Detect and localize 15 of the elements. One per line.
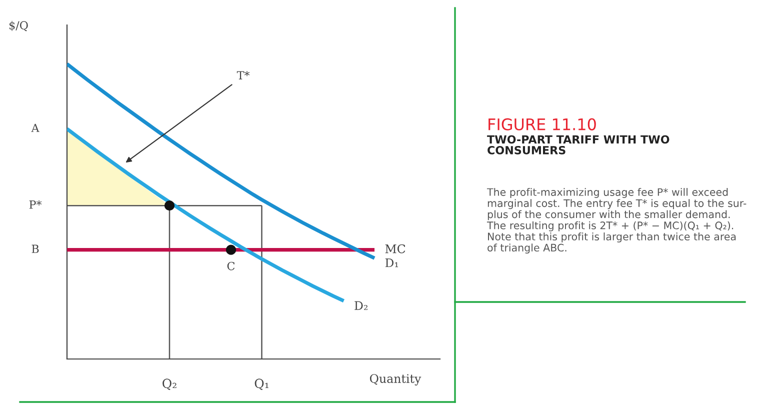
annotation: T* bbox=[236, 71, 250, 80]
series-label: D₁ bbox=[385, 258, 398, 268]
x-tick-label: Q₂ bbox=[162, 378, 176, 390]
x-axis-title: Quantity bbox=[370, 374, 422, 386]
text: P* bbox=[29, 200, 42, 209]
series-label: MC bbox=[385, 244, 406, 254]
text: FIGURE 11.10 bbox=[488, 118, 596, 130]
text: B bbox=[32, 244, 39, 253]
y-axis-title: $/Q bbox=[9, 20, 28, 32]
x-tick-label: Q₁ bbox=[254, 378, 268, 390]
text: The profit-maximizing usage fee P* will exceed marginal cost. The entry fee T* is equal to the sur- plus of the consumer with the smaller demand. The resulting profit is 2T* + (P* − MC)(Q₁ + Q₂). Note that this profit is larger than twice the area of triangle ABC. bbox=[486, 188, 746, 254]
text: A bbox=[31, 124, 40, 132]
series-label: D₂ bbox=[354, 301, 368, 310]
annotation: C bbox=[227, 262, 235, 270]
text: TWO-PART TARIFF WITH TWO CONSUMERS bbox=[487, 135, 670, 154]
